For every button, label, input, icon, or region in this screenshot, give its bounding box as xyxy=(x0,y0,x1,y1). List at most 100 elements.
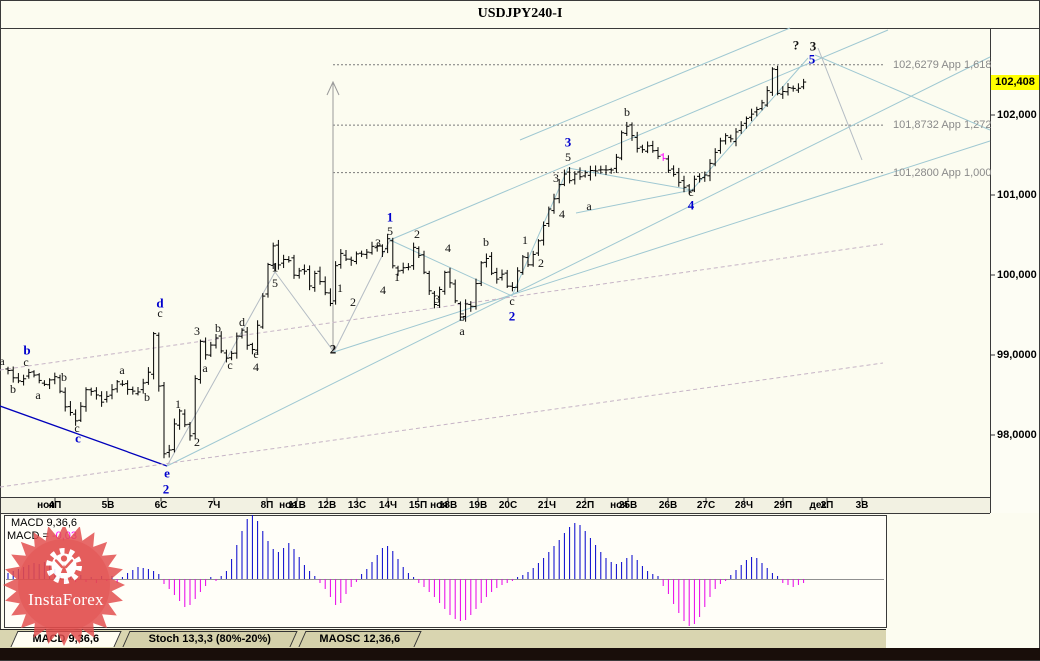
x-axis-label: 22П xyxy=(575,500,595,511)
tab-stochastic-label: Stoch 13,3,3 (80%-20%) xyxy=(148,633,271,645)
x-axis-label: 29П xyxy=(773,500,793,511)
wave-label: c xyxy=(688,185,694,199)
x-axis-label: 21Ч xyxy=(537,500,557,511)
wave-label: 2 xyxy=(162,481,170,497)
wave-label: 1 xyxy=(522,233,528,247)
y-axis-label: 101,000 xyxy=(997,189,1037,201)
tab-maosc[interactable]: MAOSC 12,36,6 xyxy=(298,631,422,647)
wave-label: 2 xyxy=(329,341,337,357)
x-axis-label: 28Ч xyxy=(734,500,754,511)
y-axis-label: 99,0000 xyxy=(997,349,1037,361)
y-axis-label: 102,000 xyxy=(997,109,1037,121)
x-axis-label: 14Ч xyxy=(378,500,398,511)
wave-label: c xyxy=(74,421,80,435)
x-axis-label: 12В xyxy=(317,500,337,511)
x-axis-label: 19В xyxy=(468,500,488,511)
wave-label: 5 xyxy=(387,224,393,238)
wave-label: b xyxy=(144,390,150,404)
x-axis-label: 25В xyxy=(618,500,638,511)
x-axis-month-label: ноя xyxy=(37,500,55,511)
x-axis-label: 27С xyxy=(696,500,716,511)
x-axis-label: 2П xyxy=(820,500,834,511)
x-axis-label: 4П xyxy=(48,500,62,511)
wave-label: a xyxy=(586,199,592,213)
wave-label: 3 xyxy=(375,236,381,250)
ohlc-bars xyxy=(5,65,807,459)
wave-label: 2 xyxy=(414,227,420,241)
wave-label: 2 xyxy=(508,308,516,324)
wave-label: 3 xyxy=(194,324,200,338)
wave-label: b xyxy=(23,342,31,358)
wave-label: 4 xyxy=(559,207,565,221)
wave-label: d xyxy=(156,295,164,311)
x-axis-month-label: ноя xyxy=(430,500,448,511)
fib-level-label: 102,6279 App 1,618 xyxy=(893,58,992,71)
wave-label: 4 xyxy=(445,241,451,255)
wave-label: c xyxy=(227,358,233,372)
wave-label: a xyxy=(202,361,208,375)
wave-label: a xyxy=(0,354,5,368)
logo-wordmark: InstaForex xyxy=(28,590,104,609)
gear-person-icon xyxy=(46,548,82,584)
logo-starburst-icon xyxy=(3,524,125,646)
tab-stochastic[interactable]: Stoch 13,3,3 (80%-20%) xyxy=(122,631,298,647)
wave-label: 5 xyxy=(272,276,278,290)
current-price-tag: 102,408 xyxy=(991,75,1039,91)
wave-label: a xyxy=(35,388,41,402)
indicator-tab-bar: MACD 9,36,6 Stoch 13,3,3 (80%-20%) MAOSC… xyxy=(0,629,886,650)
fib-level-label: 101,2800 App 1,000 xyxy=(893,166,992,179)
instaforex-logo: InstaForex xyxy=(0,524,132,651)
y-axis-label: 100,000 xyxy=(997,269,1037,281)
x-axis-month-label: ноя xyxy=(610,500,628,511)
x-axis-label: 5В xyxy=(101,500,115,511)
x-axis-label: 7Ч xyxy=(207,500,221,511)
wave-label: b xyxy=(483,235,489,249)
wave-label: e xyxy=(164,465,170,481)
x-axis-label: 11В xyxy=(288,500,306,511)
wave-label: 4 xyxy=(380,283,386,297)
macd-indicator-title: MACD 9,36,6 xyxy=(11,517,78,529)
wave-label: 2 xyxy=(350,295,356,309)
wave-label: a xyxy=(459,324,465,338)
x-axis-label: 13С xyxy=(347,500,367,511)
wave-label: c xyxy=(23,355,29,369)
x-axis-label: 18В xyxy=(438,500,458,511)
x-axis-label: 8П xyxy=(260,500,274,511)
x-axis-label: 15П xyxy=(408,500,428,511)
wave-label: 2 xyxy=(194,435,200,449)
wave-label: b xyxy=(10,382,16,396)
wave-label: 5 xyxy=(459,310,465,324)
wave-label: ? xyxy=(792,37,800,53)
x-axis-month-label: дек xyxy=(809,500,827,511)
wave-label: 2 xyxy=(538,256,544,270)
wave-label: c xyxy=(75,430,81,446)
fib-level-label: 101,8732 App 1,272 xyxy=(893,119,992,132)
wave-label: 1 xyxy=(337,281,343,295)
wave-label: 1 xyxy=(175,397,181,411)
bottom-status-strip xyxy=(0,648,1040,660)
wave-label: 3 xyxy=(553,171,559,185)
wave-label: b xyxy=(215,321,221,335)
wave-label: 5 xyxy=(808,51,816,67)
wave-label: c xyxy=(157,306,163,320)
wave-label: c xyxy=(509,294,515,308)
wave-label: 1 xyxy=(271,259,279,275)
wave-label: 3 xyxy=(564,134,572,150)
wave-label: e xyxy=(253,347,259,361)
wave-label: 3 xyxy=(809,38,817,54)
wave-label: b xyxy=(61,370,67,384)
x-axis-label: 26В xyxy=(658,500,678,511)
chart-title: USDJPY240-I xyxy=(477,6,563,21)
x-axis-label: 20С xyxy=(498,500,518,511)
wave-label: 1 xyxy=(386,209,394,225)
wave-label: 4 xyxy=(687,197,695,213)
tab-maosc-label: MAOSC 12,36,6 xyxy=(319,633,401,645)
wave-label: 1 xyxy=(394,270,400,284)
wave-label: 5 xyxy=(565,150,571,164)
wave-label: 3 xyxy=(434,292,440,306)
wave-label: a xyxy=(119,363,125,377)
wave-label: d xyxy=(239,315,245,329)
wave-label: 4 xyxy=(253,360,259,374)
